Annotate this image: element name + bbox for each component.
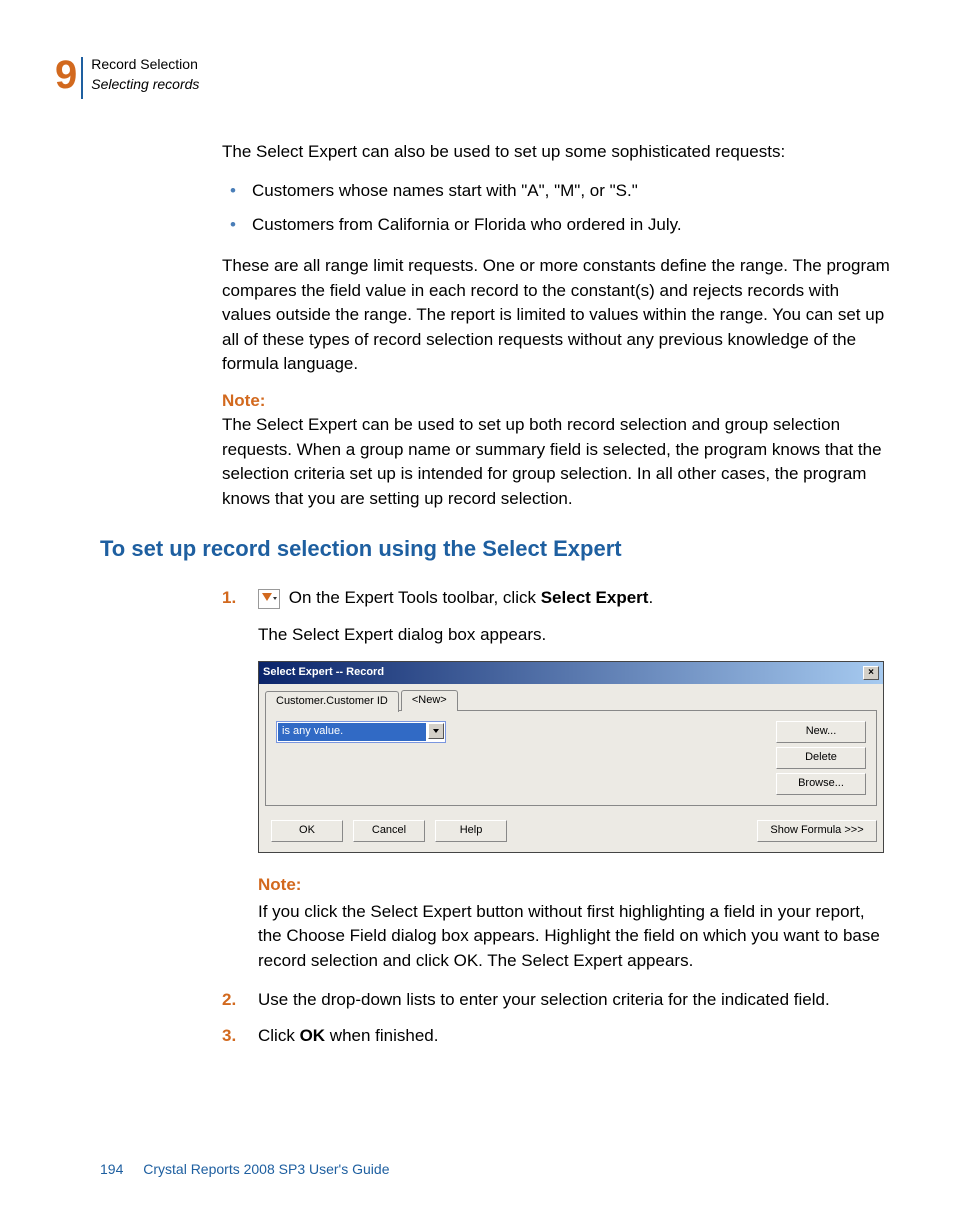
step-3-text: Click OK when finished. xyxy=(258,1026,438,1045)
note-label: Note: xyxy=(222,391,892,411)
header-divider xyxy=(81,57,83,99)
step-3-bold: OK xyxy=(300,1026,326,1045)
dialog-titlebar: Select Expert -- Record × xyxy=(259,662,883,684)
range-para: These are all range limit requests. One … xyxy=(222,254,892,377)
step-3-suffix: when finished. xyxy=(325,1026,438,1045)
intro-para: The Select Expert can also be used to se… xyxy=(222,140,892,165)
cancel-button[interactable]: Cancel xyxy=(353,820,425,842)
step-number: 3. xyxy=(222,1024,236,1049)
dialog-body: Customer.Customer ID <New> is any value.… xyxy=(259,684,883,812)
chevron-down-icon[interactable] xyxy=(428,723,444,739)
section-heading: To set up record selection using the Sel… xyxy=(100,536,892,562)
main-content: The Select Expert can also be used to se… xyxy=(222,140,892,526)
tab-new[interactable]: <New> xyxy=(401,690,458,711)
step-2: 2. Use the drop-down lists to enter your… xyxy=(222,988,892,1013)
side-buttons: New... Delete Browse... xyxy=(776,721,866,795)
note-text-2: If you click the Select Expert button wi… xyxy=(258,900,892,974)
bullet-item: Customers from California or Florida who… xyxy=(222,213,892,238)
new-button[interactable]: New... xyxy=(776,721,866,743)
help-button[interactable]: Help xyxy=(435,820,507,842)
bottom-button-group: OK Cancel Help xyxy=(271,820,507,842)
dialog-title: Select Expert -- Record xyxy=(263,665,384,681)
select-expert-icon xyxy=(258,589,280,609)
book-title: Crystal Reports 2008 SP3 User's Guide xyxy=(143,1161,389,1177)
page-number: 194 xyxy=(100,1161,123,1177)
procedure-section: To set up record selection using the Sel… xyxy=(100,536,892,1061)
step-1: 1. On the Expert Tools toolbar, click Se… xyxy=(222,586,892,974)
bullet-item: Customers whose names start with "A", "M… xyxy=(222,179,892,204)
step-1-prefix: On the Expert Tools toolbar, click xyxy=(289,588,541,607)
tab-customer-id[interactable]: Customer.Customer ID xyxy=(265,691,399,712)
note-label-2: Note: xyxy=(258,873,892,898)
criteria-combo[interactable]: is any value. xyxy=(276,721,446,743)
close-icon[interactable]: × xyxy=(863,666,879,680)
page-header: 9 Record Selection Selecting records xyxy=(55,55,199,99)
step-list: 1. On the Expert Tools toolbar, click Se… xyxy=(222,586,892,1049)
step-1-suffix: . xyxy=(648,588,653,607)
note-text: The Select Expert can be used to set up … xyxy=(222,413,892,512)
header-titles: Record Selection Selecting records xyxy=(91,55,199,94)
show-formula-button[interactable]: Show Formula >>> xyxy=(757,820,877,842)
dialog-screenshot: Select Expert -- Record × Customer.Custo… xyxy=(258,661,884,853)
ok-button[interactable]: OK xyxy=(271,820,343,842)
chapter-title: Record Selection xyxy=(91,55,199,75)
tab-panel: is any value. New... Delete Browse... xyxy=(265,710,877,806)
browse-button[interactable]: Browse... xyxy=(776,773,866,795)
step-number: 1. xyxy=(222,586,236,611)
step-2-text: Use the drop-down lists to enter your se… xyxy=(258,990,830,1009)
step-1-bold: Select Expert xyxy=(541,588,649,607)
step-3: 3. Click OK when finished. xyxy=(222,1024,892,1049)
bullet-list: Customers whose names start with "A", "M… xyxy=(222,179,892,238)
delete-button[interactable]: Delete xyxy=(776,747,866,769)
combo-value: is any value. xyxy=(278,723,426,741)
step-1-text: On the Expert Tools toolbar, click Selec… xyxy=(289,588,653,607)
section-title: Selecting records xyxy=(91,75,199,95)
select-expert-dialog: Select Expert -- Record × Customer.Custo… xyxy=(258,661,884,853)
step-number: 2. xyxy=(222,988,236,1013)
step-1-after: The Select Expert dialog box appears. xyxy=(258,623,892,648)
step-3-prefix: Click xyxy=(258,1026,300,1045)
page-footer: 194 Crystal Reports 2008 SP3 User's Guid… xyxy=(100,1161,389,1177)
dialog-bottom-row: OK Cancel Help Show Formula >>> xyxy=(259,812,883,852)
tabstrip: Customer.Customer ID <New> xyxy=(265,690,877,711)
chapter-number: 9 xyxy=(55,55,77,95)
